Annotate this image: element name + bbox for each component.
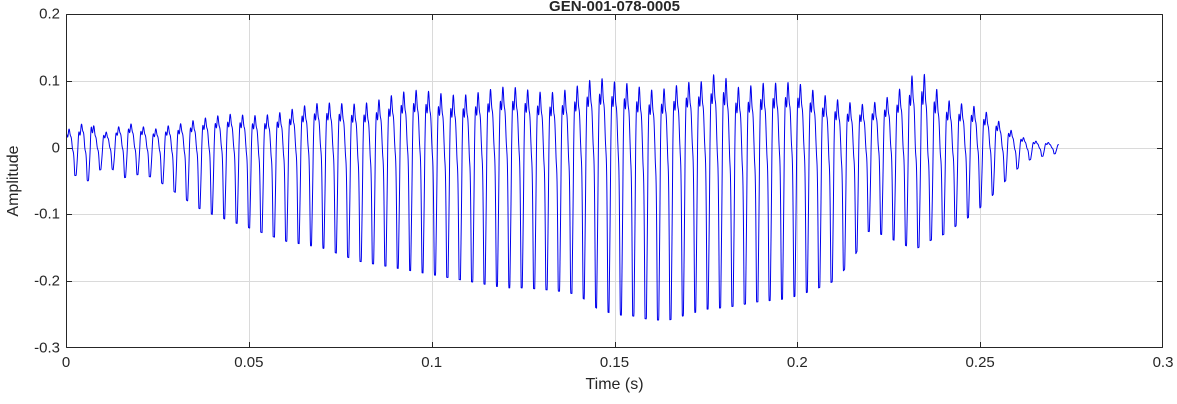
x-axis-label: Time (s) [585,376,644,393]
y-tick-label: 0 [51,139,60,157]
waveform-plot [66,14,1163,348]
x-tick-label: 0 [61,354,71,371]
x-tick-label: 0.05 [234,354,264,371]
x-tick-label: 0.3 [1152,354,1174,371]
chart-title: GEN-001-078-0005 [549,0,680,15]
x-tick-label: 0.15 [599,354,630,371]
x-tick-label: 0.1 [421,354,443,371]
x-tick-label: 0.25 [965,354,995,371]
y-tick-label: -0.2 [34,272,60,290]
x-tick-label: 0.2 [786,354,808,371]
y-tick-label: -0.1 [34,205,60,223]
y-tick-label: 0.2 [39,5,60,23]
y-tick-label: 0.1 [39,72,60,90]
y-tick-label: -0.3 [34,339,60,357]
